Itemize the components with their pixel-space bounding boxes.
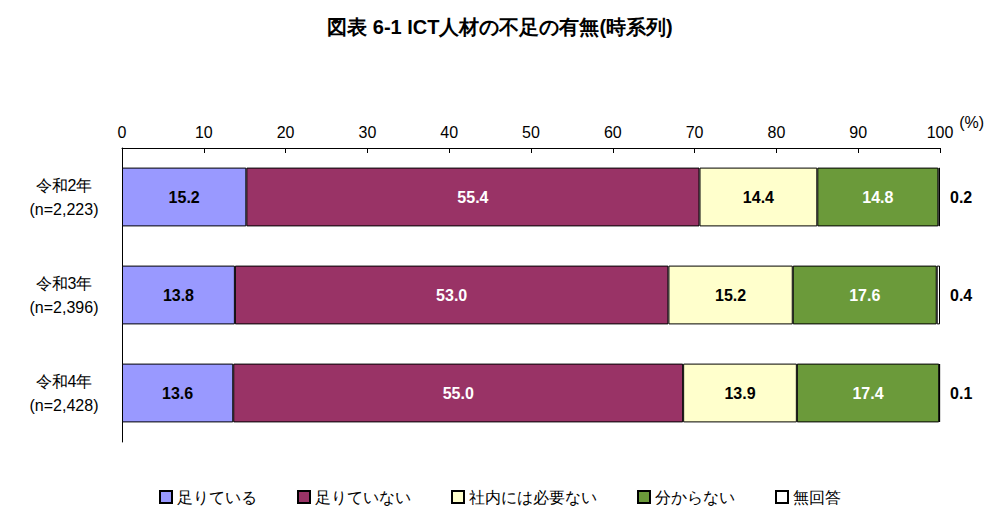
svg-text:(%): (%)	[959, 114, 984, 131]
svg-text:60: 60	[604, 124, 622, 141]
svg-text:13.8: 13.8	[163, 287, 194, 304]
svg-text:13.9: 13.9	[724, 385, 755, 402]
svg-text:10: 10	[195, 124, 213, 141]
svg-text:令和3年: 令和3年	[36, 275, 93, 292]
svg-text:図表 6-1 ICT人材の不足の有無(時系列): 図表 6-1 ICT人材の不足の有無(時系列)	[327, 16, 673, 38]
svg-text:30: 30	[359, 124, 377, 141]
svg-text:足りている: 足りている	[177, 489, 257, 506]
svg-text:53.0: 53.0	[436, 287, 467, 304]
svg-text:17.4: 17.4	[852, 385, 883, 402]
svg-text:0.4: 0.4	[950, 287, 972, 304]
svg-text:17.6: 17.6	[849, 287, 880, 304]
svg-text:15.2: 15.2	[715, 287, 746, 304]
svg-text:(n=2,223): (n=2,223)	[30, 201, 99, 218]
svg-text:(n=2,396): (n=2,396)	[30, 299, 99, 316]
svg-text:70: 70	[686, 124, 704, 141]
svg-text:80: 80	[768, 124, 786, 141]
svg-text:無回答: 無回答	[793, 489, 841, 506]
svg-text:0.1: 0.1	[950, 385, 972, 402]
svg-text:令和2年: 令和2年	[36, 177, 93, 194]
svg-text:40: 40	[440, 124, 458, 141]
svg-text:0.2: 0.2	[950, 189, 972, 206]
svg-text:(n=2,428): (n=2,428)	[30, 397, 99, 414]
svg-text:13.6: 13.6	[162, 385, 193, 402]
svg-text:50: 50	[522, 124, 540, 141]
svg-text:90: 90	[849, 124, 867, 141]
svg-text:15.2: 15.2	[169, 189, 200, 206]
svg-text:14.8: 14.8	[862, 189, 893, 206]
svg-text:令和4年: 令和4年	[36, 373, 93, 390]
svg-text:14.4: 14.4	[743, 189, 774, 206]
svg-text:足りていない: 足りていない	[315, 489, 411, 506]
svg-text:社内には必要ない: 社内には必要ない	[469, 489, 597, 506]
svg-text:55.4: 55.4	[457, 189, 488, 206]
svg-text:0: 0	[118, 124, 127, 141]
svg-text:100: 100	[927, 124, 954, 141]
svg-text:55.0: 55.0	[443, 385, 474, 402]
svg-text:20: 20	[277, 124, 295, 141]
svg-text:分からない: 分からない	[655, 489, 735, 506]
